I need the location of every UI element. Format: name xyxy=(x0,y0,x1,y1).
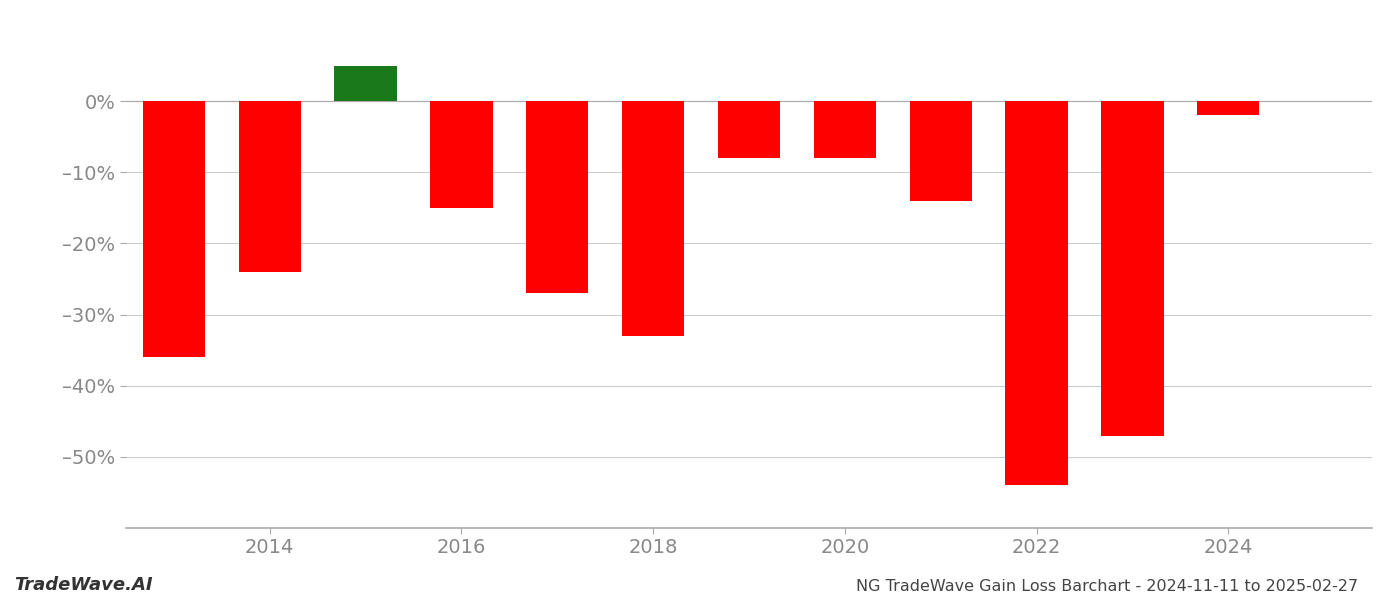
Bar xyxy=(143,101,204,357)
Bar xyxy=(1197,101,1260,115)
Bar xyxy=(430,101,493,208)
Text: TradeWave.AI: TradeWave.AI xyxy=(14,576,153,594)
Bar xyxy=(526,101,588,293)
Bar xyxy=(718,101,780,158)
Bar xyxy=(1102,101,1163,436)
Bar xyxy=(813,101,876,158)
Bar xyxy=(622,101,685,336)
Bar xyxy=(910,101,972,201)
Bar xyxy=(1005,101,1068,485)
Bar xyxy=(335,65,396,101)
Bar xyxy=(238,101,301,272)
Text: NG TradeWave Gain Loss Barchart - 2024-11-11 to 2025-02-27: NG TradeWave Gain Loss Barchart - 2024-1… xyxy=(855,579,1358,594)
